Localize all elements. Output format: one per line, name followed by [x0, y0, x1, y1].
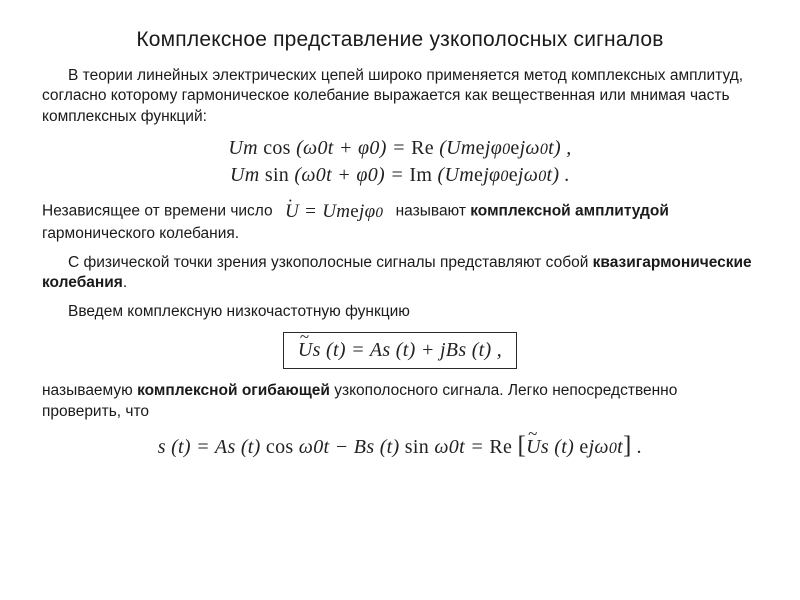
- equation-2: U~s (t) = As (t) + jBs (t) ,: [298, 339, 502, 361]
- equation-block-1: Um cos (ω0t + φ0) = Re (Umejφ0ejω0t) , U…: [42, 137, 758, 187]
- paragraph-5: называемую комплексной огибающей узкопол…: [42, 381, 758, 422]
- p2-text-b: называют: [396, 203, 471, 220]
- p2-bold: комплексной амплитудой: [470, 203, 669, 220]
- p5-text-a: называемую: [42, 382, 137, 399]
- equation-1-line-1: Um cos (ω0t + φ0) = Re (Umejφ0ejω0t) ,: [228, 137, 571, 160]
- p3-text-b: .: [123, 274, 127, 291]
- paragraph-3: С физической точки зрения узкополосные с…: [42, 253, 758, 294]
- equation-inline-u: U· = Umejφ0: [285, 199, 383, 224]
- p3-text-a: С физической точки зрения узкополосные с…: [68, 254, 593, 271]
- paragraph-2: Независящее от времени число U· = Umejφ0…: [42, 199, 758, 245]
- slide: Комплексное представление узкополосных с…: [0, 0, 800, 492]
- p2-text-a: Независящее от времени число: [42, 203, 273, 220]
- p5-bold: комплексной огибающей: [137, 382, 330, 399]
- equation-block-3: s (t) = As (t) cos ω0t − Bs (t) sin ω0t …: [42, 432, 758, 460]
- paragraph-4: Введем комплексную низкочастотную функци…: [42, 302, 758, 322]
- equation-1-line-2: Um sin (ω0t + φ0) = Im (Umejφ0ejω0t) .: [228, 164, 571, 187]
- paragraph-1: В теории линейных электрических цепей ши…: [42, 66, 758, 127]
- equation-3: s (t) = As (t) cos ω0t − Bs (t) sin ω0t …: [158, 436, 643, 458]
- p2-text-c: гармонического колебания.: [42, 225, 239, 242]
- equation-block-2: U~s (t) = As (t) + jBs (t) ,: [42, 332, 758, 369]
- slide-title: Комплексное представление узкополосных с…: [42, 28, 758, 52]
